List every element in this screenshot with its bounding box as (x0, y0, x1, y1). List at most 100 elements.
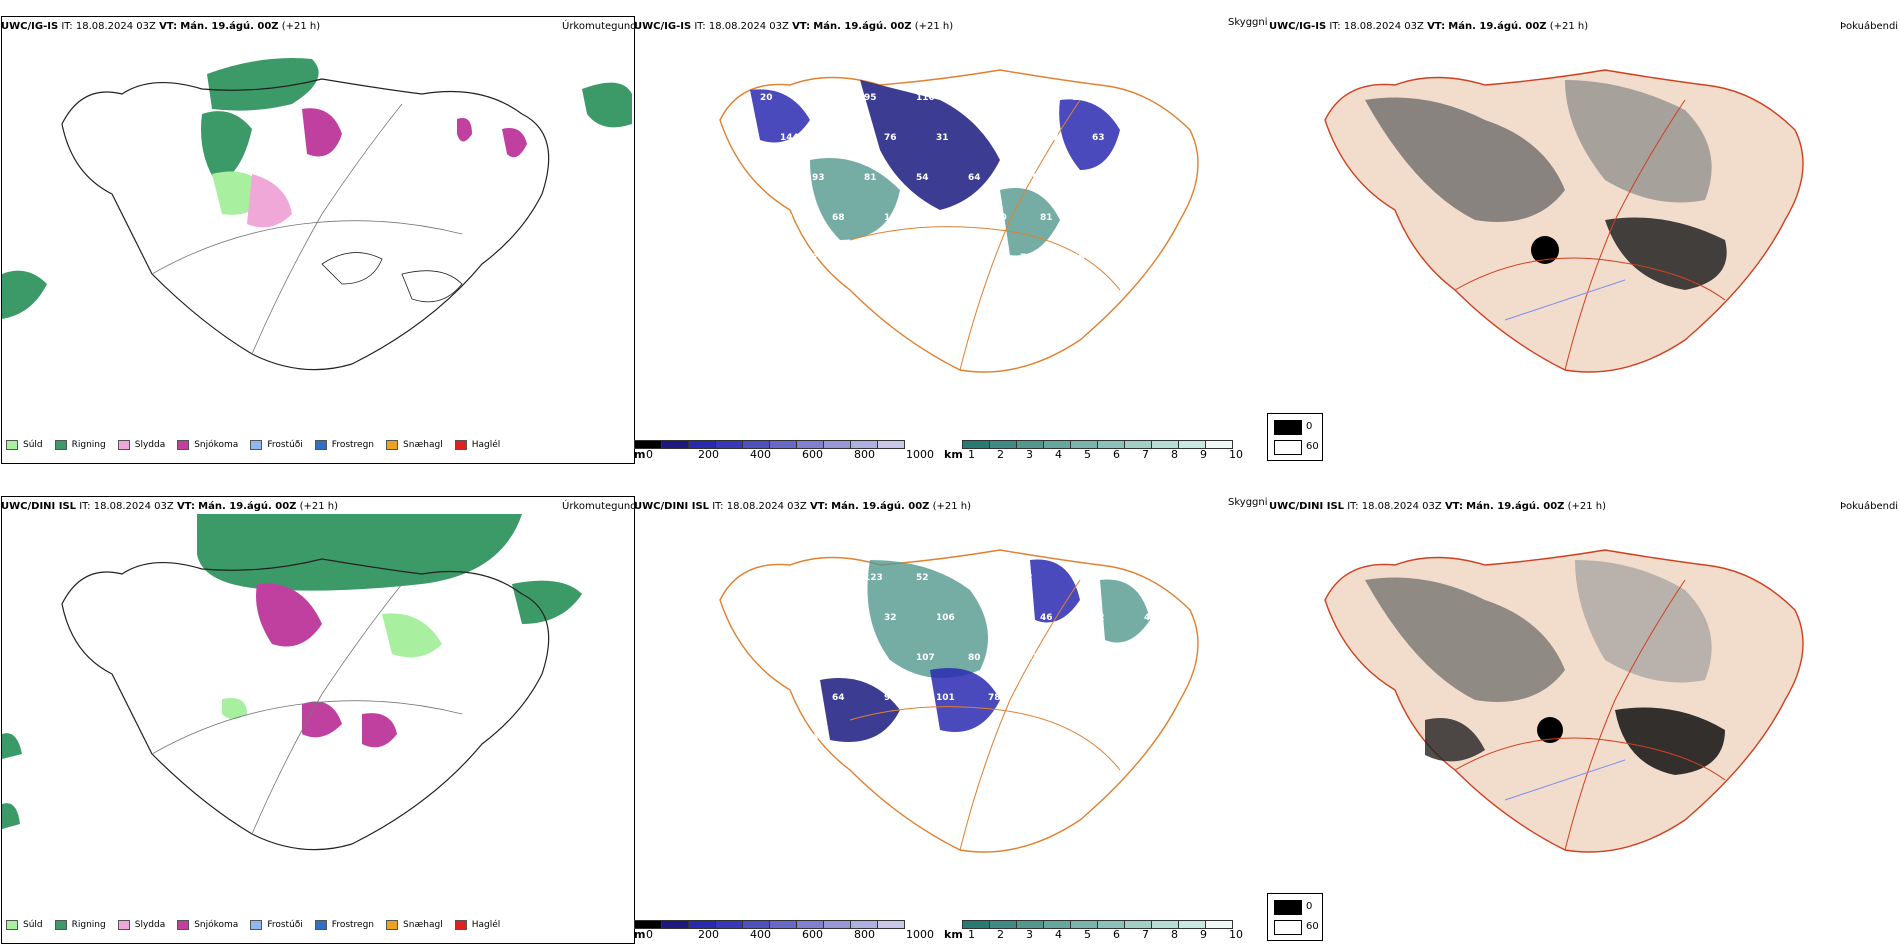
visibility-value-label: 94 (1040, 693, 1053, 703)
visibility-value-label: 81 (864, 253, 877, 263)
fog-swatch-0 (1274, 420, 1302, 435)
visibility-value-label: 215 (780, 613, 799, 623)
visibility-value-label: 81 (864, 173, 877, 183)
height-scale-label: 400 (750, 448, 771, 461)
it-value: 18.08.2024 03Z (708, 21, 789, 32)
lead-time: (+21 h) (932, 501, 972, 512)
road (849, 226, 1121, 291)
visibility-labels: 20 15 95 110 66 105 151 69 144 60 76 31 142 147 63 84 87… (760, 93, 1157, 263)
legend-item-freezing-drizzle: Frostúði (250, 440, 303, 450)
vt-label: VT: (159, 21, 178, 32)
scale-swatch (634, 920, 661, 929)
visibility-area-km (810, 158, 900, 240)
scale-swatch (769, 440, 796, 449)
visibility-labels: 75 118 123 52 162 82 149 72 215 65 32 106 73 46 82 49 53… (760, 573, 1157, 743)
road (251, 103, 403, 355)
it-value: 18.08.2024 03Z (93, 501, 174, 512)
km-scale-label: 10 (1229, 448, 1243, 461)
visibility-area-low (750, 89, 810, 143)
scale-swatch (1151, 920, 1178, 929)
visibility-value-label: 105 (1020, 93, 1039, 103)
scale-swatch (962, 440, 989, 449)
model-name: UWC/DINI ISL (634, 501, 710, 512)
precip-legend-2: Súld Rigning Slydda Snjókoma Frostúði Fr… (6, 920, 512, 930)
visibility-value-label: 20 (760, 93, 773, 103)
road (959, 579, 1081, 851)
scale-swatch (877, 440, 905, 449)
header-precip-1: UWC/IG-IS IT: 18.08.2024 03Z VT: Mán. 19… (1, 21, 320, 33)
road (849, 706, 1121, 771)
visibility-value-label: 151 (1072, 93, 1091, 103)
model-name: UWC/IG-IS (1269, 21, 1327, 32)
visibility-value-label: 40 (812, 733, 825, 743)
precip-area-snow (457, 118, 472, 142)
visibility-value-label: 69 (1124, 93, 1137, 103)
scale-swatch (1016, 440, 1043, 449)
panel-title-precip-1: Úrkomutegund (562, 21, 637, 32)
fog-legend-1: 0 60 (1267, 413, 1323, 461)
height-scale-label: 800 (854, 448, 875, 461)
road (1454, 257, 1726, 301)
visibility-value-label: 87 (760, 173, 773, 183)
fog-area (1615, 707, 1725, 775)
road (251, 583, 403, 835)
precip-area-rain (197, 514, 522, 591)
scale-swatch (850, 440, 877, 449)
scale-swatch (1016, 920, 1043, 929)
km-scale-label: 7 (1142, 448, 1149, 461)
visibility-value-label: 81 (1040, 213, 1053, 223)
km-scale-label: 6 (1113, 448, 1120, 461)
visibility-value-label: 101 (936, 693, 955, 703)
visibility-value-label: 75 (812, 653, 825, 663)
header-fog-2: UWC/DINI ISL IT: 18.08.2024 03Z VT: Mán.… (1269, 501, 1606, 513)
precip-area-rain (2, 270, 47, 319)
it-value: 18.08.2024 03Z (1343, 21, 1424, 32)
precip-area-snow (502, 128, 527, 158)
precip-area-snow (362, 713, 397, 748)
precip-area-drizzle (382, 613, 442, 658)
km-scale-label: 1 (968, 928, 975, 941)
road (151, 700, 463, 755)
visibility-value-label: 43 (1072, 173, 1085, 183)
scale-swatch (1178, 440, 1205, 449)
legend-item-freezing-drizzle: Frostúði (250, 920, 303, 930)
fog-legend-2: 0 60 (1267, 893, 1323, 941)
precip-area-rain (201, 111, 252, 184)
precip-map-frame-2 (1, 496, 635, 944)
visibility-area-low (1059, 99, 1120, 170)
visibility-value-label: 86 (1072, 253, 1085, 263)
visibility-value-label: 68 (832, 213, 845, 223)
legend-item-hail: Haglél (454, 920, 500, 930)
km-scale-label: 2 (997, 928, 1004, 941)
scale-swatch (688, 920, 715, 929)
scale-swatch (1043, 440, 1070, 449)
km-scale-label: 8 (1171, 448, 1178, 461)
height-scale-1 (634, 440, 905, 449)
fog-area (1365, 577, 1565, 702)
visibility-value-label: 70 (1124, 653, 1137, 663)
km-unit: km (944, 928, 963, 941)
fog-spot (1531, 236, 1559, 264)
river (1504, 759, 1626, 801)
scale-swatch (742, 440, 769, 449)
coastline (719, 69, 1199, 373)
precip-area-rain (2, 733, 22, 759)
visibility-value-label: 72 (1124, 573, 1137, 583)
fog-swatch-60 (1274, 920, 1302, 935)
visibility-value-label: 36 (1124, 253, 1137, 263)
visibility-value-label: 49 (1144, 613, 1157, 623)
visibility-value-label: 63 (1092, 133, 1105, 143)
visibility-area-low (860, 80, 1000, 210)
panel-title-fog-1: Þokuábendi (1840, 21, 1899, 32)
legend-item-drizzle: Súld (6, 440, 43, 450)
visibility-value-label: 144 (780, 133, 799, 143)
visibility-value-label: 107 (916, 653, 935, 663)
fog-swatch-0 (1274, 900, 1302, 915)
km-scale-label: 9 (1200, 928, 1207, 941)
coastline (61, 558, 550, 851)
precip-legend-1: Súld Rigning Slydda Snjókoma Frostúði Fr… (6, 440, 512, 450)
visibility-value-label: 123 (864, 573, 883, 583)
panel-title-fog-2: Þokuábendi (1840, 501, 1899, 512)
legend-item-freezing-rain: Frostregn (314, 440, 374, 450)
km-scale-label: 8 (1171, 928, 1178, 941)
